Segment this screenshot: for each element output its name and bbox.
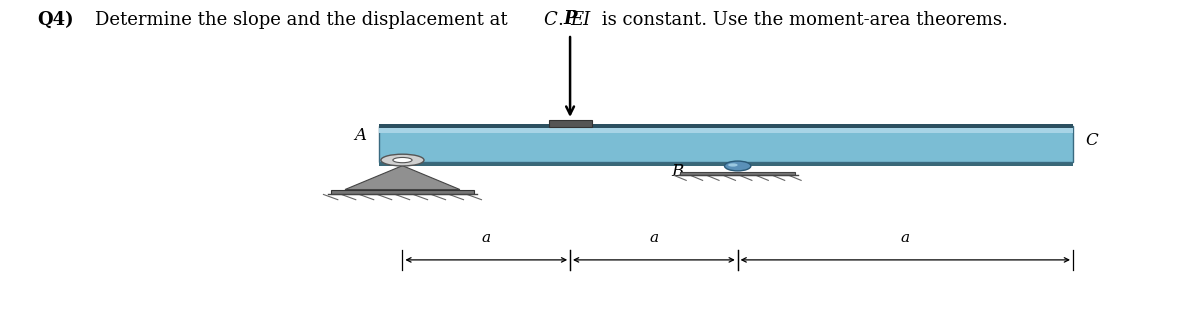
Text: EI: EI: [570, 11, 590, 29]
Bar: [378, 161, 1073, 166]
Bar: [680, 172, 796, 176]
Text: is constant. Use the moment-area theorems.: is constant. Use the moment-area theorem…: [596, 11, 1008, 29]
Text: Determine the slope and the displacement at: Determine the slope and the displacement…: [95, 11, 514, 29]
Text: a: a: [649, 231, 659, 245]
Ellipse shape: [728, 163, 738, 167]
Bar: [378, 126, 1073, 133]
Bar: [548, 120, 592, 127]
Text: B: B: [672, 163, 684, 181]
Text: a: a: [901, 231, 910, 245]
Ellipse shape: [725, 161, 751, 171]
Bar: [378, 124, 1073, 128]
Text: C: C: [544, 11, 558, 29]
Circle shape: [380, 154, 424, 166]
Bar: [331, 190, 474, 194]
Text: Q4): Q4): [37, 11, 74, 29]
Text: P: P: [563, 10, 577, 28]
Text: a: a: [481, 231, 491, 245]
Text: .: .: [558, 11, 570, 29]
Text: A: A: [354, 127, 366, 144]
Circle shape: [392, 157, 412, 163]
Bar: [378, 126, 1073, 162]
Polygon shape: [344, 166, 460, 189]
Text: C: C: [1085, 132, 1098, 149]
